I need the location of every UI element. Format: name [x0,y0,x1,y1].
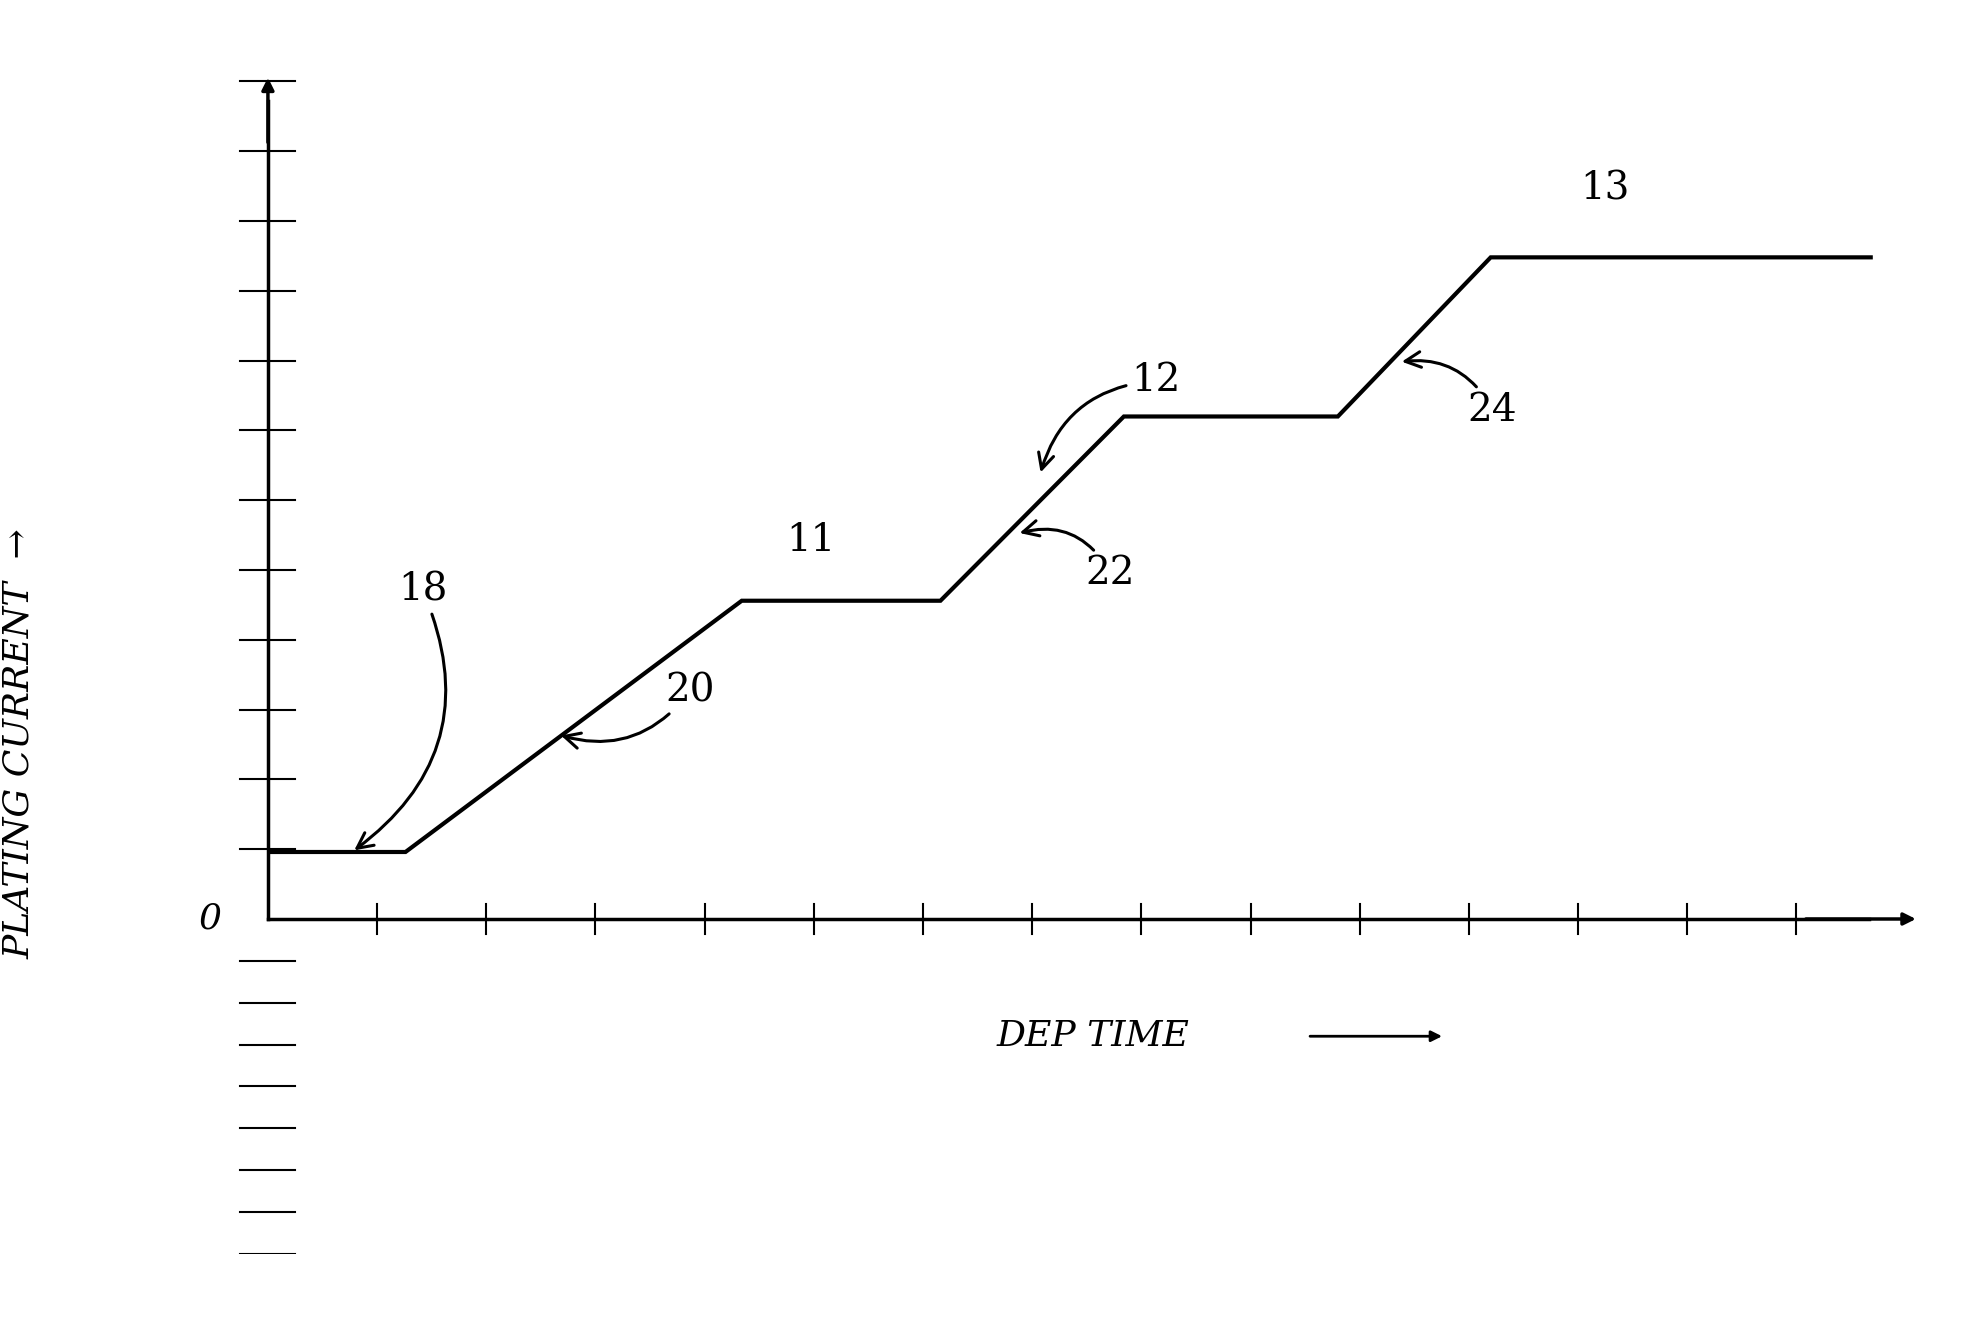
Text: 0: 0 [200,902,222,936]
Text: 11: 11 [785,521,835,558]
Text: 20: 20 [564,672,714,748]
Text: 24: 24 [1404,352,1517,429]
Text: 18: 18 [356,572,447,849]
Text: DEP TIME: DEP TIME [997,1019,1189,1053]
Text: PLATING CURRENT  →: PLATING CURRENT → [2,528,36,960]
Text: 12: 12 [1038,363,1181,469]
Text: 13: 13 [1580,170,1630,207]
Text: 22: 22 [1023,521,1135,591]
